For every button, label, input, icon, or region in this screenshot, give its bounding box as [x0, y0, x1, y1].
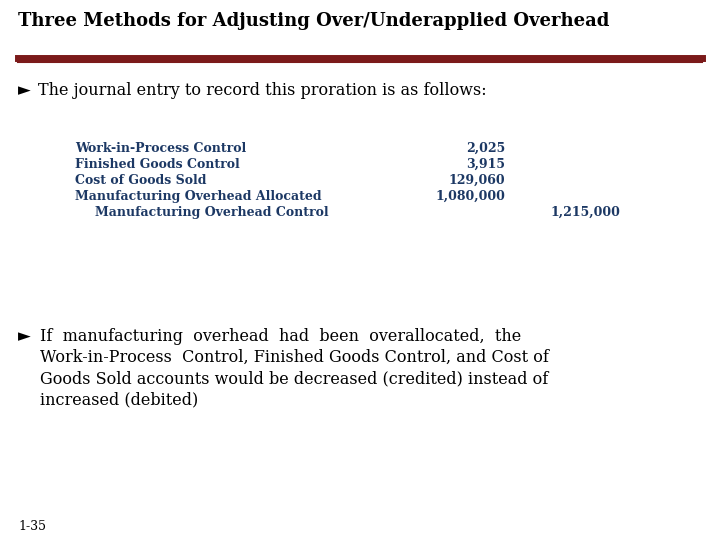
Text: If  manufacturing  overhead  had  been  overallocated,  the: If manufacturing overhead had been overa…	[40, 328, 521, 345]
Text: 3,915: 3,915	[466, 158, 505, 171]
Text: The journal entry to record this proration is as follows:: The journal entry to record this prorati…	[38, 82, 487, 99]
Text: ►: ►	[18, 328, 31, 345]
Text: Manufacturing Overhead Allocated: Manufacturing Overhead Allocated	[75, 190, 322, 203]
Text: ►: ►	[18, 82, 31, 99]
Text: 1-35: 1-35	[18, 520, 46, 533]
Text: Goods Sold accounts would be decreased (credited) instead of: Goods Sold accounts would be decreased (…	[40, 370, 548, 387]
Text: 1,080,000: 1,080,000	[435, 190, 505, 203]
Text: Cost of Goods Sold: Cost of Goods Sold	[75, 174, 207, 187]
Text: 129,060: 129,060	[449, 174, 505, 187]
Text: Finished Goods Control: Finished Goods Control	[75, 158, 240, 171]
Text: 2,025: 2,025	[466, 142, 505, 155]
Text: Work-in-Process Control: Work-in-Process Control	[75, 142, 246, 155]
Text: increased (debited): increased (debited)	[40, 391, 198, 408]
Text: Manufacturing Overhead Control: Manufacturing Overhead Control	[95, 206, 328, 219]
Text: Three Methods for Adjusting Over/Underapplied Overhead: Three Methods for Adjusting Over/Underap…	[18, 12, 609, 30]
Text: 1,215,000: 1,215,000	[550, 206, 620, 219]
Text: Work-in-Process  Control, Finished Goods Control, and Cost of: Work-in-Process Control, Finished Goods …	[40, 349, 549, 366]
